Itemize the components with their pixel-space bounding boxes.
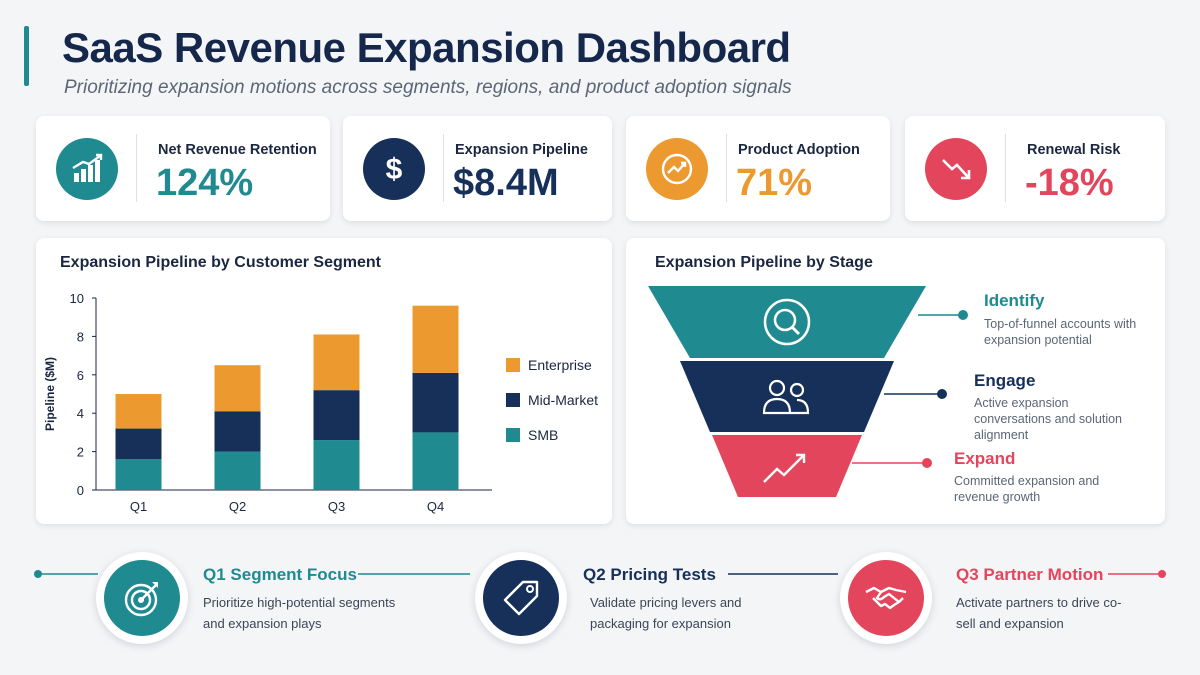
bar-enterprise-q2	[214, 365, 261, 412]
funnel-panel: Expansion Pipeline by Stage Identif	[626, 238, 1165, 524]
bar-enterprise-q3	[313, 334, 360, 391]
funnel-stage-engage[interactable]	[680, 361, 894, 432]
kpi-card-adoption: Product Adoption 71%	[626, 116, 890, 221]
segment-bar-chart: 0 2 4 6 8 10 Pipeline ($M) Q1 Q2 Q3 Q4 Enterprise Mi…	[43, 291, 598, 514]
bar-smb-q3	[313, 440, 360, 490]
milestone-q3-desc: Activate partners to drive co-sell and e…	[956, 595, 1122, 631]
kpi-card-nrr: Net Revenue Retention 124%	[36, 116, 330, 221]
page-title: SaaS Revenue Expansion Dashboard	[62, 24, 791, 71]
chart-title: Expansion Pipeline by Customer Segment	[60, 254, 381, 271]
growth-arrow-icon	[763, 453, 806, 483]
stage-name-expand: Expand	[954, 449, 1016, 468]
y-tick-label: 0	[77, 483, 84, 498]
bar-mid-market-q4	[412, 372, 459, 433]
funnel-graphic	[648, 286, 968, 497]
title-accent-bar	[24, 26, 29, 86]
x-tick-label: Q3	[328, 499, 345, 514]
bar-growth-icon	[56, 138, 118, 200]
kpi-label: Product Adoption	[738, 142, 860, 158]
timeline-end-dot	[1158, 570, 1166, 578]
y-tick-label: 10	[70, 291, 84, 306]
milestone-q1-title: Q1 Segment Focus	[203, 565, 357, 584]
target-icon	[104, 560, 180, 636]
dollar-icon: $	[363, 138, 425, 200]
kpi-divider	[1005, 134, 1006, 202]
y-tick-label: 2	[77, 445, 84, 460]
users-icon	[762, 379, 810, 415]
svg-text:$: $	[386, 153, 403, 186]
x-tick-label: Q4	[427, 499, 444, 514]
bar-mid-market-q3	[313, 390, 360, 441]
adoption-icon	[646, 138, 708, 200]
stage-name-identify: Identify	[984, 291, 1045, 310]
milestone-q2-title: Q2 Pricing Tests	[583, 565, 716, 584]
y-axis-title: Pipeline ($M)	[43, 357, 57, 431]
bar-smb-q4	[412, 432, 459, 490]
stage-desc-identify: Top-of-funnel accounts with expansion po…	[984, 317, 1137, 347]
segment-chart-panel: 0 2 4 6 8 10 Pipeline ($M) Q1 Q2 Q3 Q4 Enterprise Mi…	[36, 238, 612, 524]
connector-dot	[937, 389, 947, 399]
funnel-stage-identify[interactable]	[648, 286, 926, 358]
bar-enterprise-q1	[115, 394, 162, 429]
kpi-label: Net Revenue Retention	[158, 142, 317, 158]
milestone-q2-desc: Validate pricing levers and packaging fo…	[590, 595, 742, 631]
kpi-divider	[443, 134, 444, 202]
kpi-value: 124%	[156, 162, 254, 204]
milestone-q1-desc: Prioritize high-potential segments and e…	[203, 595, 396, 631]
legend-label: SMB	[528, 427, 558, 443]
bar-mid-market-q2	[214, 411, 261, 452]
connector-dot	[922, 458, 932, 468]
price-tag-icon	[483, 560, 559, 636]
kpi-divider	[726, 134, 727, 202]
y-tick-label: 6	[77, 368, 84, 383]
x-tick-label: Q2	[229, 499, 246, 514]
bar-mid-market-q1	[115, 428, 162, 460]
stage-desc-engage: Active expansion conversations and solut…	[974, 396, 1123, 442]
kpi-card-renewal-risk: Renewal Risk -18%	[905, 116, 1165, 221]
x-tick-label: Q1	[130, 499, 147, 514]
bar-smb-q2	[214, 451, 261, 490]
kpi-value: 71%	[736, 162, 813, 204]
timeline-start-dot	[34, 570, 42, 578]
bar-smb-q1	[115, 459, 162, 490]
stage-desc-expand: Committed expansion and revenue growth	[954, 474, 1100, 504]
page-subtitle: Prioritizing expansion motions across se…	[64, 77, 792, 98]
legend-label: Enterprise	[528, 357, 592, 373]
kpi-label: Renewal Risk	[1027, 142, 1121, 158]
kpi-card-pipeline: $ Expansion Pipeline $8.4M	[343, 116, 612, 221]
down-trend-icon	[925, 138, 987, 200]
search-icon	[763, 298, 811, 346]
kpi-value: $8.4M	[453, 162, 559, 204]
y-tick-label: 8	[77, 329, 84, 344]
y-tick-label: 4	[77, 406, 84, 421]
kpi-divider	[136, 134, 137, 202]
connector-dot	[958, 310, 968, 320]
kpi-label: Expansion Pipeline	[455, 142, 588, 158]
legend-swatch	[506, 393, 520, 407]
legend-swatch	[506, 358, 520, 372]
handshake-icon	[848, 560, 924, 636]
kpi-value: -18%	[1025, 162, 1114, 204]
legend-label: Mid-Market	[528, 392, 598, 408]
funnel-stage-expand[interactable]	[712, 435, 862, 497]
milestone-q3-title: Q3 Partner Motion	[956, 565, 1104, 584]
legend-swatch	[506, 428, 520, 442]
bar-enterprise-q4	[412, 305, 459, 373]
stage-name-engage: Engage	[974, 371, 1036, 390]
funnel-title: Expansion Pipeline by Stage	[655, 254, 873, 271]
